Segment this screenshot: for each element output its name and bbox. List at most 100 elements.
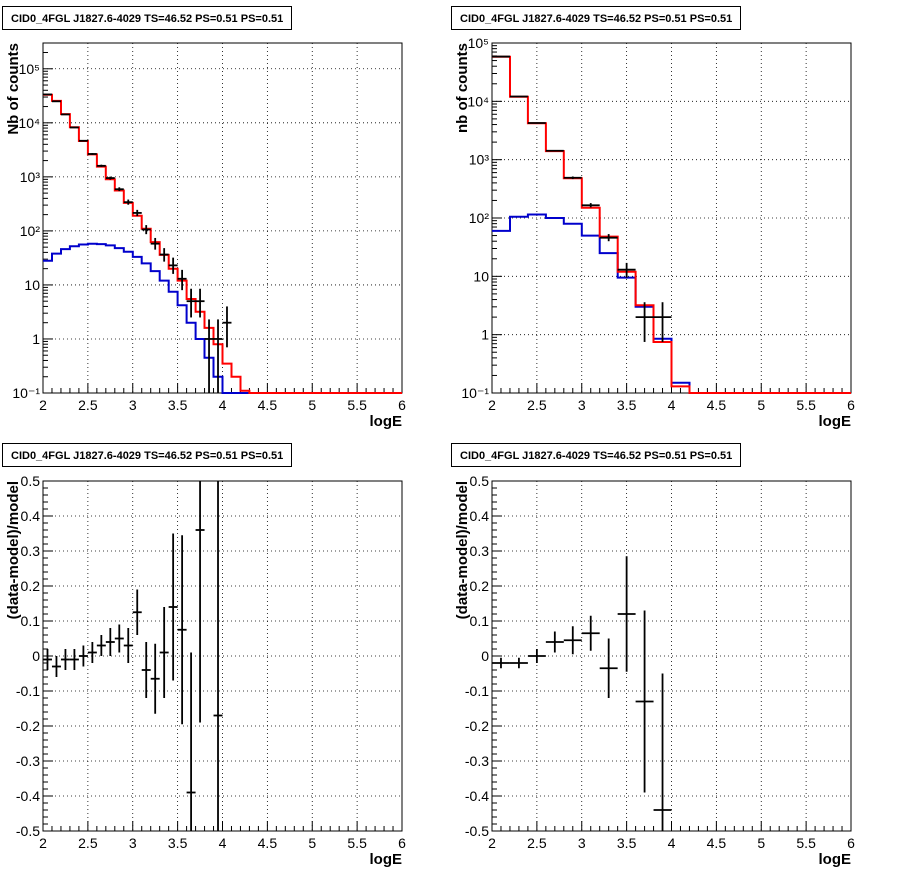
residual-point xyxy=(114,624,124,653)
data-point xyxy=(545,149,564,152)
x-tick-label: 3 xyxy=(578,835,586,851)
x-tick-label: 3 xyxy=(129,835,137,851)
data-point xyxy=(222,306,232,348)
y-tick-label: 10⁻¹ xyxy=(461,385,489,401)
x-tick-label: 2 xyxy=(39,397,47,413)
x-tick-label: 2.5 xyxy=(78,397,98,413)
y-tick-label: 10 xyxy=(24,277,40,293)
y-tick-label: -0.4 xyxy=(16,788,40,804)
residual-point xyxy=(599,638,618,698)
residual-point xyxy=(545,631,564,653)
x-tick-label: 5.5 xyxy=(796,835,816,851)
y-axis-title: (data-model)/model xyxy=(454,481,471,619)
y-tick-label: 10⁻¹ xyxy=(12,385,40,401)
x-tick-label: 4.5 xyxy=(707,835,727,851)
residual-point xyxy=(186,652,196,831)
x-tick-label: 3 xyxy=(578,397,586,413)
residual-point xyxy=(527,649,546,663)
x-tick-label: 4 xyxy=(668,835,676,851)
x-tick-label: 3.5 xyxy=(168,397,188,413)
y-tick-label: -0.3 xyxy=(465,753,489,769)
chart-panel-2: 2 2.5 3 3.5 4 4.5 5 5.5 6 -0.5 -0.4 -0.3 -0.2 -0.1 0 0.… xyxy=(5,473,406,868)
y-axis-title: Nb of counts xyxy=(5,43,22,135)
x-tick-label: 2 xyxy=(39,835,47,851)
residual-point xyxy=(123,628,133,663)
residual-point xyxy=(60,649,70,670)
x-tick-label: 4 xyxy=(668,397,676,413)
y-tick-label: -0.5 xyxy=(16,823,40,839)
x-tick-label: 6 xyxy=(398,397,406,413)
data-point xyxy=(150,237,160,250)
data-point xyxy=(96,164,106,167)
x-tick-label: 4.5 xyxy=(258,835,278,851)
y-tick-label: -0.1 xyxy=(465,683,489,699)
residual-point xyxy=(213,481,223,831)
y-tick-label: 10² xyxy=(469,210,490,226)
data-point xyxy=(653,302,672,342)
data-point xyxy=(195,288,205,318)
residual-point xyxy=(43,649,52,670)
residual-point xyxy=(617,556,636,672)
data-point xyxy=(132,209,142,217)
source-model-histogram xyxy=(43,242,402,394)
y-axis-title: nb of counts xyxy=(454,43,471,133)
x-tick-label: 5.5 xyxy=(347,835,367,851)
pad-title-top-left: CID0_4FGL J1827.6-4029 TS=46.52 PS=0.51 … xyxy=(2,6,293,30)
y-tick-label: 0.3 xyxy=(470,543,490,559)
residual-point xyxy=(96,635,106,656)
y-tick-label: 0.5 xyxy=(470,473,490,489)
pad-title-top-right: CID0_4FGL J1827.6-4029 TS=46.52 PS=0.51 … xyxy=(451,6,742,30)
chart-panel-3: 2 2.5 3 3.5 4 4.5 5 5.5 6 -0.5 -0.4 -0.3 -0.2 -0.1 0 0.… xyxy=(454,473,855,868)
x-tick-label: 6 xyxy=(398,835,406,851)
y-tick-label: -0.2 xyxy=(16,718,40,734)
y-tick-label: 10³ xyxy=(20,169,41,185)
y-tick-label: -0.5 xyxy=(465,823,489,839)
y-tick-label: 0.4 xyxy=(21,508,41,524)
data-point xyxy=(509,95,528,98)
y-axis-title: (data-model)/model xyxy=(5,481,22,619)
data-point xyxy=(78,139,88,142)
residual-point xyxy=(159,607,169,698)
y-tick-label: -0.1 xyxy=(16,683,40,699)
y-tick-label: 1 xyxy=(32,331,40,347)
x-tick-label: 2 xyxy=(488,397,496,413)
x-tick-label: 3.5 xyxy=(617,397,637,413)
residual-point xyxy=(87,642,97,663)
x-tick-label: 5 xyxy=(757,835,765,851)
residual-point xyxy=(563,626,582,655)
data-point xyxy=(87,153,97,155)
x-tick-label: 6 xyxy=(847,397,855,413)
y-tick-label: 0.2 xyxy=(470,578,490,594)
data-point xyxy=(168,257,178,274)
pad-title-bottom-right: CID0_4FGL J1827.6-4029 TS=46.52 PS=0.51 … xyxy=(451,443,742,467)
data-point xyxy=(186,288,196,318)
x-tick-label: 2.5 xyxy=(527,835,547,851)
y-tick-label: 0.3 xyxy=(21,543,41,559)
y-tick-label: -0.3 xyxy=(16,753,40,769)
x-tick-label: 4 xyxy=(219,835,227,851)
residual-point xyxy=(581,615,600,651)
x-tick-label: 4.5 xyxy=(258,397,278,413)
x-tick-label: 5 xyxy=(308,397,316,413)
chart-panel-1: 2 2.5 3 3.5 4 4.5 5 5.5 6 10⁻¹ 1 10 10² 10³ 10⁴ 10⁵ logE… xyxy=(454,35,855,430)
y-tick-label: 0 xyxy=(32,648,40,664)
x-tick-label: 5.5 xyxy=(347,397,367,413)
x-tick-label: 6 xyxy=(847,835,855,851)
residual-point xyxy=(69,649,79,670)
residual-point xyxy=(635,610,654,793)
residual-point xyxy=(141,642,151,698)
y-tick-label: 0.5 xyxy=(21,473,41,489)
x-axis-title: logE xyxy=(370,413,403,430)
total-model-histogram xyxy=(492,55,851,394)
pad-title-bottom-left: CID0_4FGL J1827.6-4029 TS=46.52 PS=0.51 … xyxy=(2,443,293,467)
data-point xyxy=(635,302,654,342)
x-tick-label: 3.5 xyxy=(168,835,188,851)
residual-point xyxy=(492,657,510,669)
y-tick-label: 1 xyxy=(481,327,489,343)
x-tick-label: 4 xyxy=(219,397,227,413)
y-tick-label: 0.4 xyxy=(470,508,490,524)
x-tick-label: 2.5 xyxy=(527,397,547,413)
residual-point xyxy=(78,645,88,667)
data-point xyxy=(105,176,115,180)
y-tick-label: 10 xyxy=(473,268,489,284)
